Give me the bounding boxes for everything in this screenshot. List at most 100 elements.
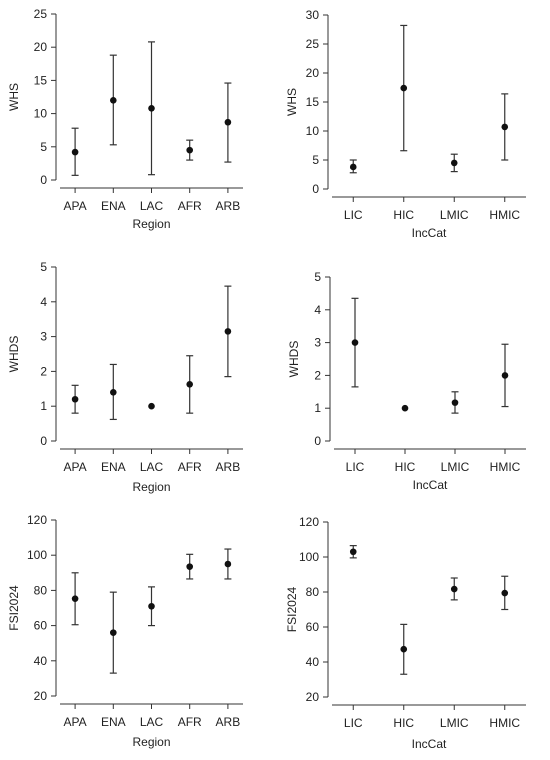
fsi-inccat-y-axis-label: FSI2024 <box>285 586 299 632</box>
whs-inccat-point-lic <box>349 163 357 171</box>
fsi-inccat-xtick-label: HMIC <box>489 716 520 730</box>
whs-inccat-ytick-label: 25 <box>306 37 320 51</box>
fsi-inccat-ytick-label: 60 <box>306 620 320 634</box>
fsi-region-panel: 20 40 60 80 100 120 APA ENA LAC AFR ARB Region FSI20… <box>7 513 243 749</box>
fsi-region-xtick-label: ENA <box>101 715 126 729</box>
whs-inccat-panel: 0 5 10 15 20 25 30 LIC HIC LMIC HMIC IncCat WHS <box>285 8 526 240</box>
fsi-region-point-ena <box>110 629 117 636</box>
whs-region-point-arb <box>224 118 232 126</box>
whds-region-point-apa <box>71 395 79 403</box>
fsi-region-ytick-label: 100 <box>27 548 47 562</box>
fsi-region-ytick-label: 40 <box>34 654 48 668</box>
fsi-region-point-arb <box>224 560 232 568</box>
whds-region-point-arb <box>224 328 232 335</box>
fsi-inccat-xtick-label: LMIC <box>440 716 469 730</box>
whs-inccat-ytick-label: 10 <box>306 124 320 138</box>
whds-inccat-xtick-label: LIC <box>346 460 365 474</box>
whds-region-ytick-label: 2 <box>40 364 47 378</box>
fsi-region-xtick-label: ARB <box>216 715 241 729</box>
whds-inccat-point-lmic <box>451 399 459 406</box>
whds-region-ytick-label: 1 <box>40 399 47 413</box>
whs-region-ytick-label: 10 <box>34 107 48 121</box>
whs-inccat-xtick-label: HMIC <box>489 208 520 222</box>
whs-region-point-afr <box>186 146 193 154</box>
whs-inccat-ytick-label: 30 <box>306 8 320 22</box>
fsi-inccat-ytick-label: 80 <box>306 585 320 599</box>
fsi-region-xtick-label: LAC <box>140 715 164 729</box>
whds-inccat-xtick-label: LMIC <box>441 460 470 474</box>
fsi-region-ytick-label: 120 <box>27 513 47 527</box>
whds-region-ytick-label: 5 <box>40 260 47 274</box>
fsi-inccat-xtick-label: HIC <box>393 716 414 730</box>
fsi-region-y-axis-label: FSI2024 <box>7 585 21 631</box>
fsi-inccat-point-lic <box>349 548 357 556</box>
fsi-inccat-ytick-label: 120 <box>299 515 319 529</box>
whds-region-point-lac <box>148 402 155 410</box>
whds-inccat-ytick-label: 1 <box>314 401 321 415</box>
whds-region-x-axis-label: Region <box>132 480 170 494</box>
fsi-region-ytick-label: 20 <box>34 689 48 703</box>
whs-region-ytick-label: 25 <box>34 7 48 21</box>
whs-inccat-xtick-label: HIC <box>393 208 414 222</box>
whds-inccat-y-axis-label: WHDS <box>287 341 301 378</box>
whds-inccat-xtick-label: HIC <box>395 460 416 474</box>
fsi-region-x-axis-label: Region <box>132 735 170 749</box>
whds-inccat-x-axis-label: IncCat <box>413 478 448 492</box>
whs-inccat-xtick-label: LMIC <box>440 208 469 222</box>
whs-inccat-ytick-label: 15 <box>306 95 320 109</box>
whs-region-xtick-label: ARB <box>216 199 241 213</box>
whs-region-panel: 0 5 10 15 20 25 APA ENA LAC AFR ARB Region WHS <box>7 7 243 231</box>
whs-region-xtick-label: LAC <box>140 199 164 213</box>
whds-inccat-point-hic <box>401 404 409 412</box>
whds-inccat-xtick-label: HMIC <box>490 460 521 474</box>
whs-inccat-ytick-label: 20 <box>306 66 320 80</box>
fsi-inccat-point-lmic <box>450 585 458 593</box>
whds-inccat-point-hmic <box>501 372 509 379</box>
fsi-inccat-ytick-label: 100 <box>299 550 319 564</box>
whds-region-point-afr <box>186 380 193 388</box>
whds-region-panel: 0 1 2 3 4 5 APA ENA LAC AFR ARB Region WHDS <box>7 260 243 494</box>
whs-inccat-point-hmic <box>501 123 509 131</box>
whds-region-point-ena <box>110 388 117 396</box>
whs-inccat-point-lmic <box>450 159 458 167</box>
fsi-region-ytick-label: 80 <box>34 583 48 597</box>
whds-inccat-panel: 0 1 2 3 4 5 LIC HIC LMIC HMIC IncCat WHDS <box>287 270 526 492</box>
whs-inccat-y-axis-label: WHS <box>285 88 299 116</box>
fsi-region-point-apa <box>71 595 79 602</box>
whds-inccat-point-lic <box>351 339 359 346</box>
fsi-inccat-panel: 20 40 60 80 100 120 LIC HIC LMIC HMIC IncCat FSI202… <box>285 515 526 751</box>
whs-region-y-axis-label: WHS <box>7 83 21 111</box>
whs-region-ytick-label: 15 <box>34 73 48 87</box>
fsi-inccat-ytick-label: 20 <box>306 690 320 704</box>
whds-region-xtick-label: APA <box>64 460 87 474</box>
whs-region-ytick-label: 0 <box>40 173 47 187</box>
fsi-inccat-xtick-label: LIC <box>344 716 363 730</box>
fsi-region-xtick-label: AFR <box>178 715 202 729</box>
whds-inccat-ytick-label: 3 <box>314 336 321 350</box>
fsi-inccat-point-hmic <box>501 589 509 597</box>
whs-region-point-ena <box>110 97 117 104</box>
whds-inccat-ytick-label: 0 <box>314 434 321 448</box>
whs-inccat-point-hic <box>400 84 408 92</box>
fsi-inccat-x-axis-label: IncCat <box>412 737 447 751</box>
whds-region-ytick-label: 3 <box>40 330 47 344</box>
whs-region-xtick-label: ENA <box>101 199 126 213</box>
whs-region-ytick-label: 5 <box>40 140 47 154</box>
whs-region-xtick-label: APA <box>64 199 87 213</box>
whds-region-ytick-label: 0 <box>40 434 47 448</box>
whds-region-xtick-label: AFR <box>178 460 202 474</box>
whs-region-point-apa <box>71 148 79 156</box>
whds-inccat-ytick-label: 5 <box>314 270 321 284</box>
fsi-inccat-point-hic <box>400 645 408 653</box>
fsi-region-point-afr <box>186 563 193 570</box>
whs-region-x-axis-label: Region <box>132 217 170 231</box>
fsi-inccat-ytick-label: 40 <box>306 655 320 669</box>
whds-region-xtick-label: ARB <box>216 460 241 474</box>
fsi-region-xtick-label: APA <box>64 715 87 729</box>
whds-inccat-ytick-label: 2 <box>314 368 321 382</box>
fsi-region-point-lac <box>148 602 155 610</box>
whs-inccat-ytick-label: 0 <box>312 182 319 196</box>
fsi-region-ytick-label: 60 <box>34 619 48 633</box>
whs-region-ytick-label: 20 <box>34 40 48 54</box>
